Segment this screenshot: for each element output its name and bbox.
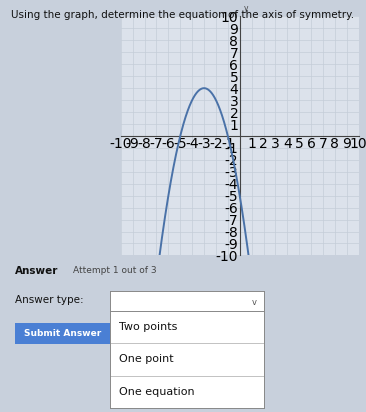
Text: Submit Answer: Submit Answer [23, 329, 101, 338]
Text: Attempt 1 out of 3: Attempt 1 out of 3 [73, 266, 157, 275]
Text: Using the graph, determine the equation of the axis of symmetry.: Using the graph, determine the equation … [11, 10, 355, 20]
Text: One equation: One equation [119, 387, 195, 397]
Bar [110, 344, 264, 376]
Text: y: y [243, 4, 248, 13]
Text: Answer type:: Answer type: [15, 295, 83, 304]
Text: One point: One point [119, 354, 173, 365]
Bar [110, 311, 264, 343]
Bar [110, 376, 264, 408]
Text: Two points: Two points [119, 322, 178, 332]
Text: v: v [252, 297, 257, 307]
Text: Answer: Answer [15, 266, 58, 276]
